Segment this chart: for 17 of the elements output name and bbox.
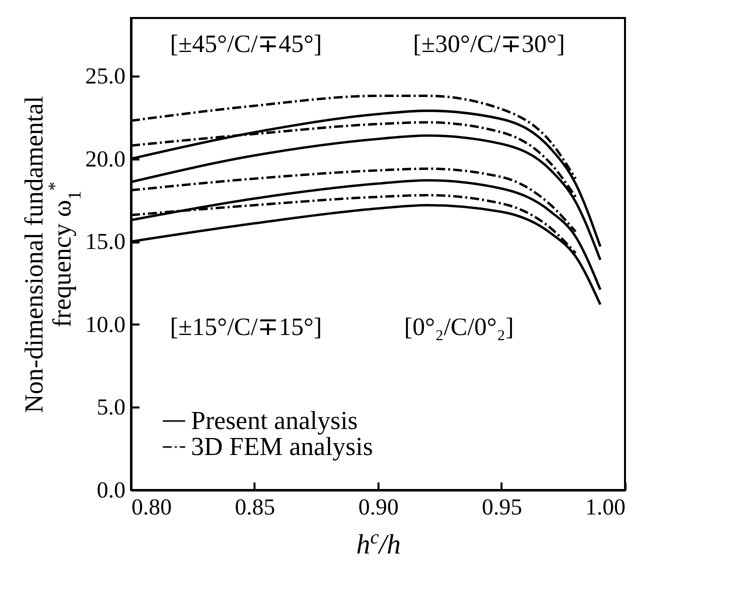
x-axis-title: h$^{c}$/h [356, 527, 401, 560]
y-tick-label: 20.0 [85, 146, 126, 172]
x-tick-label: 0.80 [132, 494, 172, 520]
y-tick-label: 25.0 [85, 63, 126, 88]
annotation: [0°₂/C/0°₂] [404, 314, 514, 341]
x-tick-label: 0.85 [234, 494, 276, 520]
annotation: [±15°/C/∓15°] [170, 314, 322, 341]
legend-label: Present analysis [191, 406, 358, 435]
x-tick-label: 1.00 [585, 494, 626, 520]
annotation: [±30°/C/∓30°] [413, 31, 565, 58]
y-tick-label: 0.0 [96, 478, 126, 502]
x-tick-label: 0.95 [482, 494, 522, 520]
x-tick-label: 0.90 [358, 494, 399, 520]
y-tick-label: 10.0 [85, 312, 126, 337]
annotation: [±45°/C/∓45°] [170, 31, 322, 58]
y-tick-label: 15.0 [85, 229, 126, 254]
y-tick-label: 5.0 [96, 394, 126, 420]
